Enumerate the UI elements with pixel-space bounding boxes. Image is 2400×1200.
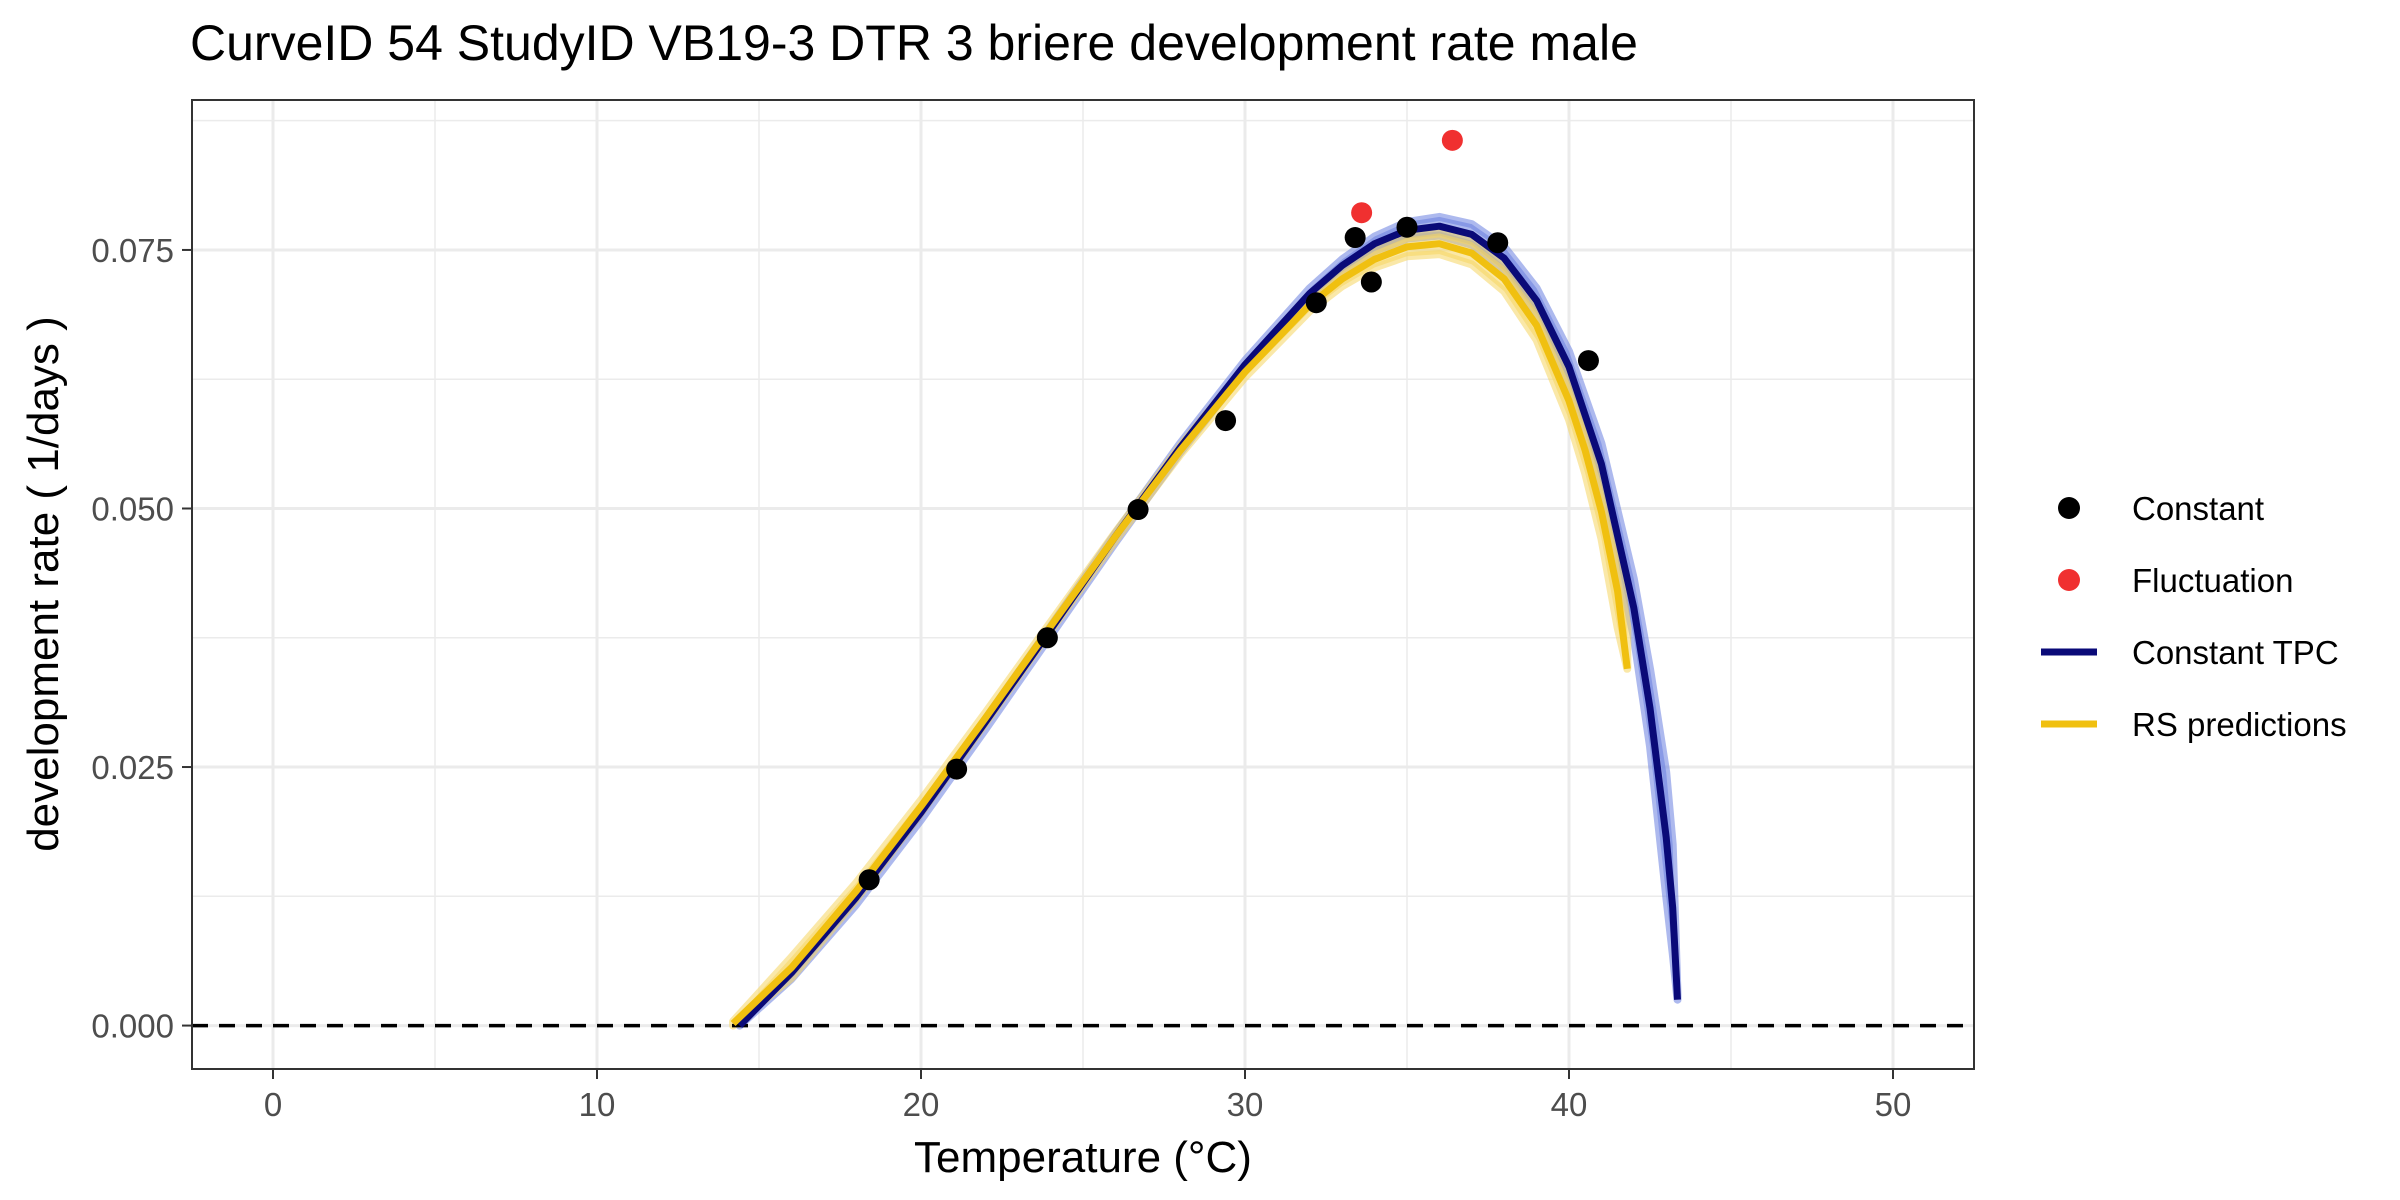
constant-point: [1360, 271, 1382, 293]
x-tick-label: 50: [1875, 1086, 1912, 1123]
constant-point: [1215, 410, 1237, 432]
constant-point: [1487, 232, 1509, 254]
legend-key-constant-point: [2058, 497, 2080, 519]
x-tick-label: 40: [1551, 1086, 1588, 1123]
y-tick-label: 0.075: [91, 232, 174, 269]
fluctuation-point: [1351, 202, 1373, 224]
legend-label-rs-predictions: RS predictions: [2132, 706, 2347, 743]
x-tick-label: 0: [264, 1086, 282, 1123]
grid: [192, 100, 1974, 1069]
constant-point: [1305, 292, 1327, 314]
x-tick-label: 10: [579, 1086, 616, 1123]
legend-key-fluctuation-point: [2058, 569, 2080, 591]
constant-point: [1396, 216, 1418, 238]
rs-predictions-line: [730, 240, 1631, 1027]
axis-ticks: 0 10 20 30 40 50 0.000 0.025 0.050 0.075: [91, 232, 1911, 1123]
constant-point: [858, 869, 880, 891]
constant-point: [1344, 227, 1366, 249]
y-tick-label: 0.000: [91, 1008, 174, 1045]
y-tick-label: 0.025: [91, 749, 174, 786]
legend-label-constant-tpc: Constant TPC: [2132, 634, 2339, 671]
x-tick-label: 30: [1227, 1086, 1264, 1123]
constant-point: [946, 758, 968, 780]
confidence-bands: [729, 212, 1682, 1030]
x-tick-label: 20: [903, 1086, 940, 1123]
rs-predictions-band: [729, 229, 1632, 1030]
x-axis-title: Temperature (°C): [914, 1133, 1252, 1182]
legend-label-fluctuation: Fluctuation: [2132, 562, 2293, 599]
y-tick-label: 0.050: [91, 490, 174, 527]
constant-point: [1127, 499, 1149, 521]
legend: Constant Fluctuation Constant TPC RS predic…: [2041, 490, 2347, 743]
constant-point: [1577, 350, 1599, 372]
fluctuation-point: [1441, 129, 1463, 151]
panel-border: [191, 99, 1975, 1070]
constant-point: [1036, 627, 1058, 649]
legend-label-constant: Constant: [2132, 490, 2264, 527]
data-points: [858, 129, 1599, 891]
y-axis-title: development rate ( 1/days ): [19, 316, 68, 852]
chart-title: CurveID 54 StudyID VB19-3 DTR 3 briere d…: [190, 15, 1638, 71]
